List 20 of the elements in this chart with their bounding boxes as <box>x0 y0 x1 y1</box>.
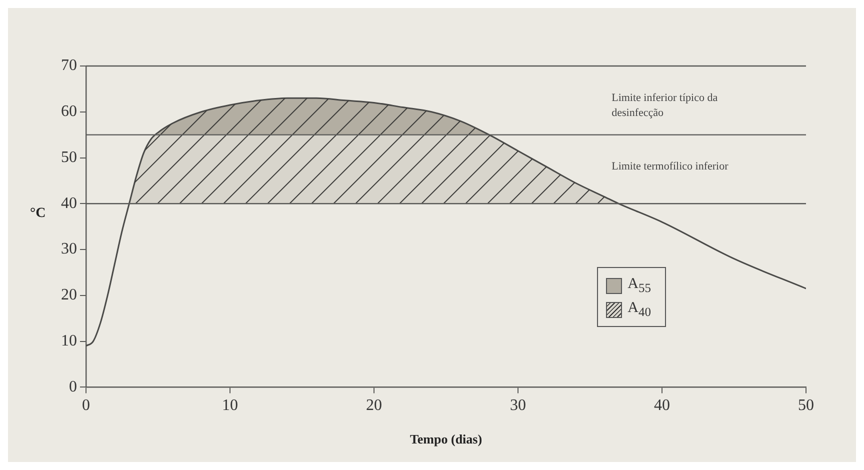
y-tick-label: 10 <box>61 332 77 350</box>
y-tick-label: 20 <box>61 286 77 304</box>
x-tick-label: 30 <box>510 397 526 414</box>
y-tick-label: 50 <box>61 148 77 166</box>
y-tick-label: 60 <box>61 103 77 120</box>
y-tick-label: 70 <box>61 57 77 74</box>
x-axis-title: Tempo (dias) <box>410 432 482 447</box>
y-tick-label: 40 <box>61 194 77 212</box>
legend-label: A$_{55}$ <box>628 276 651 296</box>
y-tick-label: 30 <box>61 240 77 258</box>
y-axis-title: °C <box>30 206 46 222</box>
x-tick-label: 0 <box>82 397 90 414</box>
x-tick-label: 10 <box>222 397 238 414</box>
ref-line-label: Limite inferior típico da desinfecção <box>612 92 718 119</box>
x-tick-label: 40 <box>654 397 670 414</box>
ref-line-label: Limite termofílico inferior <box>612 160 729 173</box>
legend-label: A$_{40}$ <box>628 300 651 320</box>
x-tick-label: 20 <box>366 397 382 414</box>
x-tick-label: 50 <box>798 397 814 414</box>
y-tick-label: 0 <box>69 378 77 396</box>
